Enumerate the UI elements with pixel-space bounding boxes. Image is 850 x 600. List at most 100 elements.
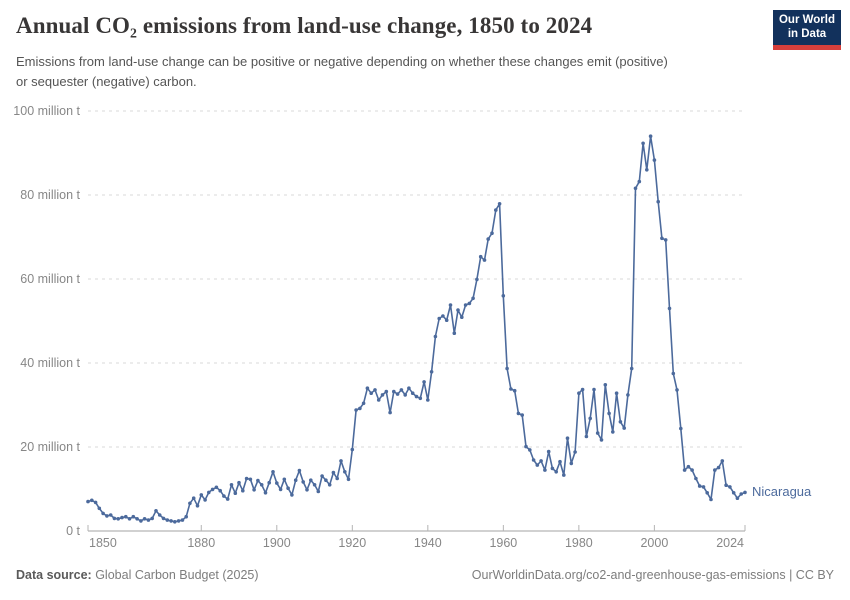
data-point <box>116 517 120 521</box>
data-point <box>595 431 600 435</box>
data-point <box>580 387 585 392</box>
data-point <box>735 496 740 501</box>
data-point <box>671 371 676 376</box>
owid-logo[interactable]: Our World in Data <box>773 10 841 50</box>
owid-logo-line2: in Data <box>787 27 827 40</box>
footer: Data source: Global Carbon Budget (2025)… <box>16 568 834 582</box>
line-chart: Nicaragua 0 t 20 million t 40 million t 60 … <box>0 95 850 560</box>
data-point <box>358 406 362 411</box>
data-point <box>546 449 551 454</box>
data-point <box>373 388 377 392</box>
y-tick-label: 80 million t <box>20 188 80 202</box>
data-point <box>244 476 249 481</box>
data-point <box>562 473 566 477</box>
data-point <box>195 504 200 508</box>
data-point <box>539 459 543 463</box>
x-tick-label: 2000 <box>640 536 669 550</box>
data-point <box>626 393 630 397</box>
data-point <box>343 470 347 474</box>
data-point <box>565 436 570 441</box>
y-tick-label: 20 million t <box>20 440 80 454</box>
data-point <box>399 388 404 392</box>
data-point <box>331 470 336 475</box>
data-point <box>422 380 426 384</box>
data-point <box>743 490 747 495</box>
data-point <box>316 489 321 494</box>
data-point <box>697 484 702 488</box>
data-point <box>225 497 230 501</box>
data-point <box>176 519 181 523</box>
data-point <box>199 493 204 497</box>
data-point <box>482 258 487 262</box>
data-point <box>135 517 139 521</box>
data-point <box>592 387 596 392</box>
data-point <box>573 450 577 454</box>
data-point <box>550 466 555 471</box>
data-point <box>222 494 226 498</box>
data-point <box>599 438 604 442</box>
data-point <box>173 520 177 524</box>
data-point <box>452 331 457 335</box>
data-point <box>263 491 268 495</box>
data-point <box>641 141 645 146</box>
data-source-label: Data source: <box>16 568 92 582</box>
data-point <box>682 468 687 472</box>
chart-title: Annual CO₂ emissions from land-use chang… <box>16 13 593 38</box>
data-point <box>618 420 623 424</box>
data-point <box>229 483 234 487</box>
data-point <box>101 511 105 516</box>
data-point <box>384 389 389 394</box>
data-point <box>210 487 215 492</box>
data-point <box>127 517 132 521</box>
data-point <box>584 434 589 439</box>
data-point <box>516 411 521 416</box>
data-point <box>184 514 188 519</box>
data-line <box>87 135 746 523</box>
x-tick-label: 2024 <box>716 536 744 550</box>
series-label-nicaragua[interactable]: Nicaragua <box>752 484 812 500</box>
data-point <box>554 470 558 474</box>
data-point <box>233 491 238 496</box>
data-point <box>165 518 170 522</box>
data-point <box>543 468 547 472</box>
data-point <box>501 294 506 298</box>
credit-link[interactable]: OurWorldinData.org/co2-and-greenhouse-ga… <box>471 568 834 582</box>
data-point <box>694 476 698 481</box>
data-point <box>509 387 513 391</box>
data-point <box>577 391 581 396</box>
data-point <box>637 179 642 184</box>
data-point <box>520 413 524 417</box>
data-point <box>535 463 540 467</box>
data-point <box>460 315 464 319</box>
data-point <box>614 391 619 396</box>
data-point <box>663 238 668 242</box>
data-point <box>739 492 743 496</box>
data-point <box>218 488 222 493</box>
data-point <box>361 401 366 406</box>
data-point <box>675 388 679 392</box>
data-point <box>207 490 211 495</box>
data-point <box>709 497 713 502</box>
data-point <box>622 426 626 430</box>
data-point <box>108 513 113 517</box>
data-point <box>690 468 694 472</box>
data-point <box>290 493 294 497</box>
data-point <box>112 516 117 521</box>
data-point <box>569 461 574 466</box>
data-source-value: Global Carbon Budget (2025) <box>91 568 259 582</box>
data-point <box>433 334 438 339</box>
data-point <box>486 237 491 241</box>
data-point <box>139 519 143 523</box>
data-point <box>180 518 185 522</box>
data-point <box>305 488 309 492</box>
data-point <box>471 296 475 301</box>
data-point <box>410 391 415 396</box>
data-point <box>286 486 290 491</box>
data-point <box>463 303 468 307</box>
data-point <box>191 496 196 501</box>
x-tick-label: 1920 <box>338 536 367 550</box>
y-tick-label: 60 million t <box>20 272 80 286</box>
x-tick-label: 1880 <box>187 536 216 550</box>
data-point <box>724 483 728 488</box>
data-point <box>324 478 328 483</box>
